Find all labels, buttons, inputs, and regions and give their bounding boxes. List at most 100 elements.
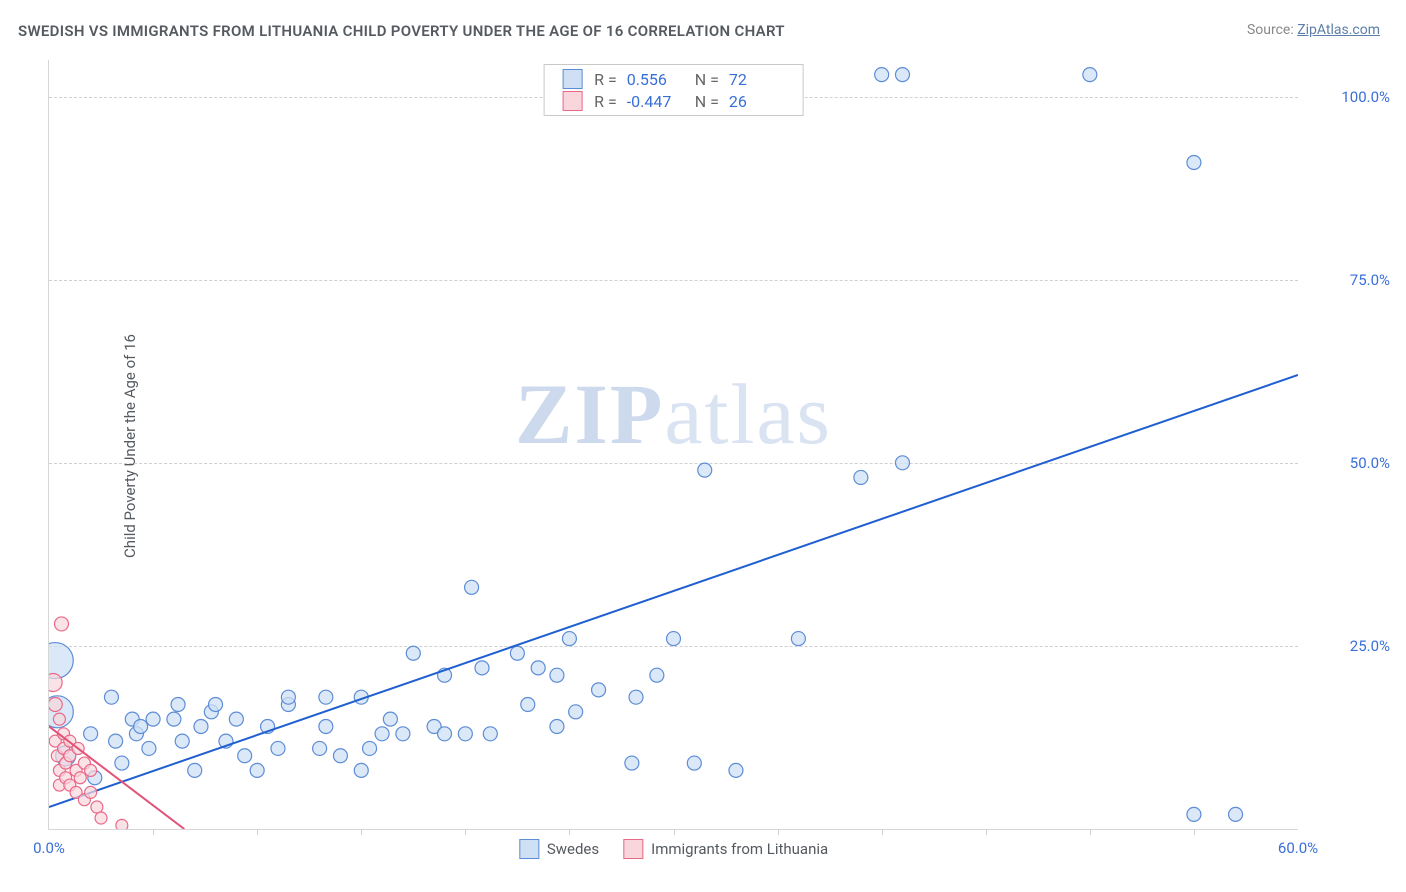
source-attribution: Source: ZipAtlas.com	[1247, 22, 1380, 38]
scatter-point-swedes	[250, 763, 264, 777]
scatter-point-swedes	[194, 719, 208, 733]
y-tick-label: 50.0%	[1350, 454, 1390, 472]
scatter-point-lithuania	[64, 779, 76, 791]
source-label: Source:	[1247, 22, 1297, 38]
scatter-point-swedes	[142, 741, 156, 755]
trend-line-swedes	[49, 375, 1298, 807]
scatter-point-lithuania	[91, 801, 103, 813]
series-legend-item-swedes: Swedes	[519, 839, 599, 859]
scatter-point-swedes	[354, 763, 368, 777]
scatter-point-swedes	[109, 734, 123, 748]
series-legend: Swedes Immigrants from Lithuania	[519, 839, 828, 859]
scatter-point-lithuania	[72, 742, 84, 754]
scatter-point-swedes	[698, 463, 712, 477]
scatter-point-lithuania	[64, 750, 76, 762]
scatter-point-lithuania	[60, 772, 72, 784]
scatter-point-lithuania	[116, 819, 128, 829]
r-value-swedes: 0.556	[627, 70, 683, 89]
scatter-point-swedes	[475, 661, 489, 675]
y-tick-label: 75.0%	[1350, 271, 1390, 289]
legend-swatch-lithuania	[562, 91, 582, 111]
x-tick-mark	[569, 829, 570, 835]
scatter-point-swedes	[261, 719, 275, 733]
scatter-point-swedes	[171, 697, 185, 711]
scatter-point-swedes	[438, 727, 452, 741]
scatter-point-swedes	[354, 690, 368, 704]
scatter-point-swedes	[729, 763, 743, 777]
scatter-point-lithuania	[53, 764, 65, 776]
gridline-h	[49, 463, 1298, 464]
legend-swatch-swedes-icon	[519, 839, 539, 859]
scatter-point-swedes	[550, 668, 564, 682]
r-label: R =	[594, 70, 617, 89]
scatter-point-lithuania	[70, 786, 82, 798]
scatter-point-swedes	[854, 470, 868, 484]
source-link[interactable]: ZipAtlas.com	[1297, 22, 1380, 38]
scatter-point-lithuania	[95, 812, 107, 824]
scatter-point-swedes	[84, 727, 98, 741]
plot-area: ZIPatlas R = 0.556 N = 72 R = -0.447 N =…	[48, 60, 1298, 830]
scatter-point-swedes	[550, 719, 564, 733]
scatter-point-swedes	[375, 727, 389, 741]
watermark-right: atlas	[664, 366, 832, 462]
scatter-point-swedes	[438, 668, 452, 682]
scatter-point-swedes	[333, 749, 347, 763]
scatter-point-swedes	[1187, 156, 1201, 170]
scatter-point-lithuania	[51, 750, 63, 762]
scatter-point-swedes	[569, 705, 583, 719]
scatter-point-lithuania	[49, 735, 61, 747]
scatter-point-swedes	[49, 643, 73, 679]
scatter-point-swedes	[875, 68, 889, 82]
scatter-point-swedes	[229, 712, 243, 726]
scatter-point-swedes	[1083, 68, 1097, 82]
scatter-point-lithuania	[70, 764, 82, 776]
scatter-point-swedes	[406, 646, 420, 660]
scatter-point-lithuania	[49, 674, 62, 692]
scatter-point-swedes	[209, 697, 223, 711]
scatter-point-swedes	[281, 697, 295, 711]
scatter-point-swedes	[510, 646, 524, 660]
x-tick-mark	[778, 829, 779, 835]
scatter-point-swedes	[238, 749, 252, 763]
scatter-point-swedes	[49, 696, 73, 728]
scatter-point-lithuania	[64, 735, 76, 747]
x-tick-mark	[257, 829, 258, 835]
scatter-point-swedes	[125, 712, 139, 726]
scatter-point-swedes	[667, 632, 681, 646]
scatter-point-lithuania	[78, 794, 90, 806]
scatter-point-swedes	[56, 746, 76, 766]
scatter-point-lithuania	[85, 786, 97, 798]
scatter-point-lithuania	[58, 728, 70, 740]
chart-container: SWEDISH VS IMMIGRANTS FROM LITHUANIA CHI…	[0, 0, 1406, 892]
scatter-point-swedes	[629, 690, 643, 704]
x-tick-mark	[986, 829, 987, 835]
scatter-point-lithuania	[60, 757, 72, 769]
scatter-point-swedes	[791, 632, 805, 646]
watermark-left: ZIP	[515, 366, 664, 462]
scatter-point-swedes	[1187, 807, 1201, 821]
gridline-h	[49, 646, 1298, 647]
scatter-point-swedes	[88, 771, 102, 785]
x-tick-label: 0.0%	[33, 839, 65, 857]
scatter-point-swedes	[458, 727, 472, 741]
scatter-point-swedes	[115, 756, 129, 770]
scatter-point-swedes	[427, 719, 441, 733]
x-tick-mark	[465, 829, 466, 835]
x-tick-mark	[361, 829, 362, 835]
x-tick-mark	[1090, 829, 1091, 835]
scatter-point-swedes	[363, 741, 377, 755]
watermark: ZIPatlas	[515, 364, 832, 464]
x-tick-mark	[882, 829, 883, 835]
scatter-point-swedes	[129, 727, 143, 741]
scatter-point-swedes	[204, 705, 218, 719]
gridline-h	[49, 280, 1298, 281]
scatter-point-swedes	[319, 719, 333, 733]
scatter-point-swedes	[562, 632, 576, 646]
scatter-point-swedes	[134, 719, 148, 733]
scatter-point-lithuania	[74, 772, 86, 784]
correlation-legend-row-lithuania: R = -0.447 N = 26	[562, 91, 785, 111]
correlation-legend-row-swedes: R = 0.556 N = 72	[562, 69, 785, 89]
scatter-point-swedes	[687, 756, 701, 770]
correlation-legend: R = 0.556 N = 72 R = -0.447 N = 26	[543, 64, 804, 116]
scatter-point-swedes	[1229, 807, 1243, 821]
